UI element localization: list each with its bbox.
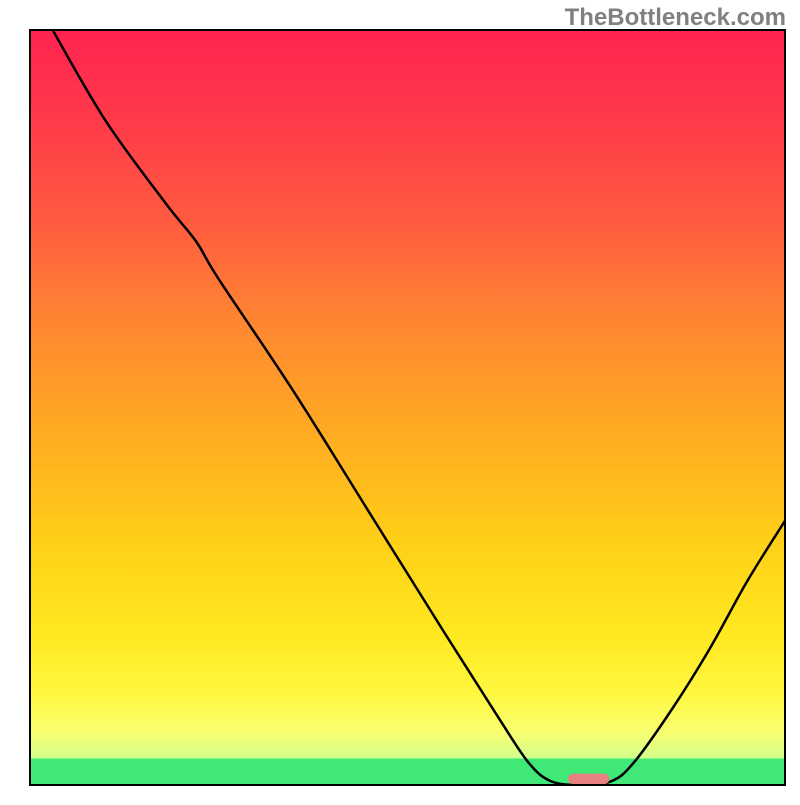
chart-container (0, 0, 800, 800)
bottleneck-chart (0, 0, 800, 800)
watermark-text: TheBottleneck.com (565, 4, 786, 32)
